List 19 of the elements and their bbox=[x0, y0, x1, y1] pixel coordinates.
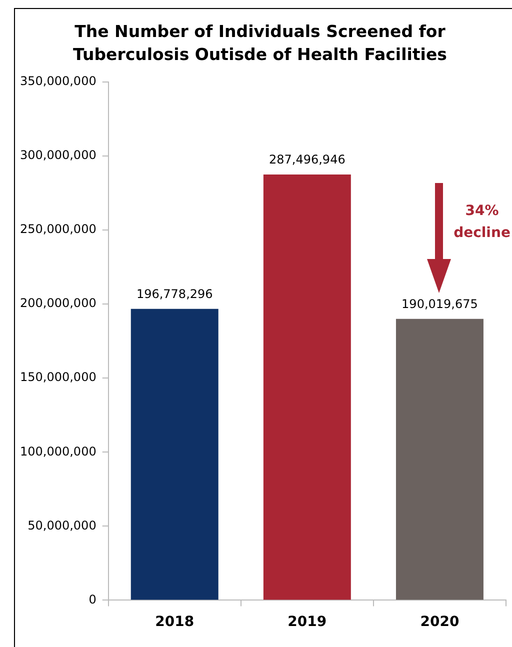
data-label: 287,496,946 bbox=[269, 152, 346, 167]
y-tick-label: 150,000,000 bbox=[20, 370, 96, 384]
annotation: 34% decline bbox=[452, 202, 512, 243]
y-tick-label: 100,000,000 bbox=[20, 444, 96, 458]
bar bbox=[130, 308, 218, 600]
bar bbox=[396, 318, 484, 600]
x-tick-label: 2019 bbox=[288, 614, 327, 630]
bar bbox=[263, 174, 351, 600]
y-tick-label: 200,000,000 bbox=[20, 296, 96, 310]
x-tick-label: 2020 bbox=[420, 614, 460, 630]
chart-title: The Number of Individuals Screened for Tuberculosis Outisde of Health Facilities bbox=[72, 21, 448, 66]
y-tick-label: 300,000,000 bbox=[20, 148, 96, 162]
data-label: 196,778,296 bbox=[136, 286, 213, 301]
y-tick-label: 250,000,000 bbox=[20, 222, 96, 236]
data-label: 190,019,675 bbox=[402, 296, 478, 311]
x-tick-label: 2018 bbox=[155, 614, 194, 630]
y-tick-label: 350,000,000 bbox=[20, 74, 96, 88]
y-tick-label: 50,000,000 bbox=[28, 518, 96, 532]
y-tick-label: 0 bbox=[88, 592, 96, 606]
